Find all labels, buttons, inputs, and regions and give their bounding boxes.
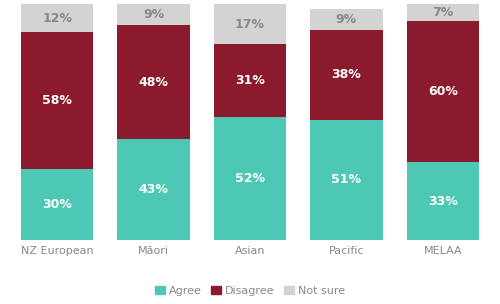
Bar: [118, 139, 190, 240]
Bar: [310, 9, 382, 30]
Bar: [214, 4, 286, 44]
Text: 48%: 48%: [138, 76, 168, 88]
Bar: [21, 33, 94, 169]
Text: 9%: 9%: [336, 13, 357, 26]
Text: 52%: 52%: [235, 172, 265, 185]
Text: 17%: 17%: [235, 18, 265, 31]
Legend: Agree, Disagree, Not sure: Agree, Disagree, Not sure: [150, 281, 350, 300]
Bar: [118, 4, 190, 26]
Bar: [21, 4, 94, 33]
Bar: [310, 30, 382, 120]
Bar: [406, 21, 479, 162]
Text: 38%: 38%: [332, 68, 362, 81]
Bar: [21, 169, 94, 240]
Text: 33%: 33%: [428, 195, 458, 208]
Text: 30%: 30%: [42, 198, 72, 211]
Text: 51%: 51%: [332, 174, 362, 186]
Text: 60%: 60%: [428, 85, 458, 98]
Text: 9%: 9%: [143, 8, 164, 21]
Text: 58%: 58%: [42, 95, 72, 107]
Bar: [310, 120, 382, 240]
Bar: [406, 162, 479, 240]
Text: 12%: 12%: [42, 12, 72, 25]
Bar: [118, 26, 190, 139]
Bar: [214, 44, 286, 117]
Text: 31%: 31%: [235, 74, 265, 87]
Bar: [406, 4, 479, 21]
Bar: [214, 117, 286, 240]
Text: 7%: 7%: [432, 6, 454, 19]
Text: 43%: 43%: [138, 183, 168, 196]
